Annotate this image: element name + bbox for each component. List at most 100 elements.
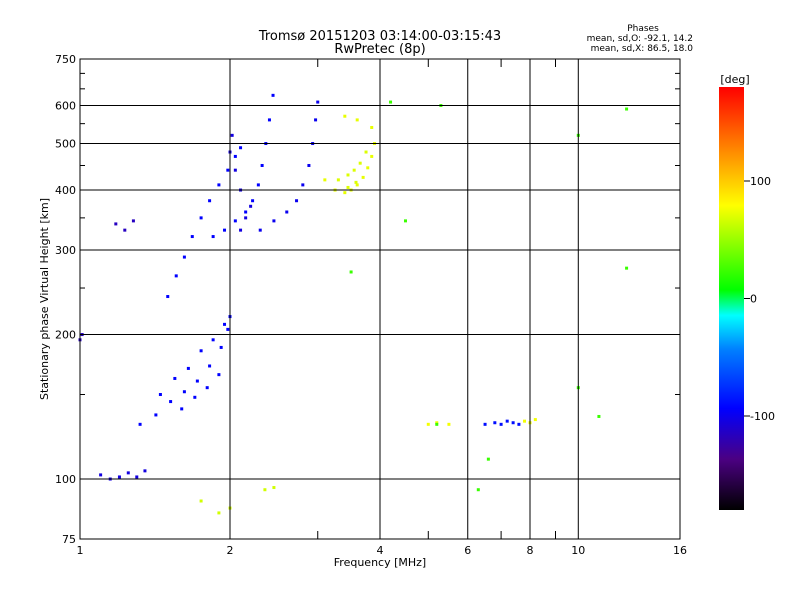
data-point (314, 118, 318, 122)
data-point (435, 422, 439, 426)
data-point (435, 421, 439, 425)
data-point (223, 322, 227, 326)
colorbar-tick-label: -100 (750, 410, 775, 423)
data-point (219, 345, 223, 349)
data-point (307, 163, 311, 167)
data-point (199, 349, 203, 353)
chart-subtitle: RwPretec (8p) (334, 42, 425, 57)
data-point (511, 421, 515, 425)
data-points (78, 93, 629, 515)
y-tick-label: 750 (55, 53, 76, 66)
data-point (233, 219, 237, 223)
x-tick-label: 16 (673, 544, 687, 557)
chart-title: Tromsø 20151203 03:14:00-03:15:43 (258, 29, 501, 44)
data-point (523, 419, 527, 423)
data-point (349, 270, 353, 274)
data-point (370, 125, 374, 129)
x-tick-label: 4 (377, 544, 384, 557)
data-point (223, 228, 227, 232)
data-point (233, 154, 237, 158)
data-point (447, 422, 451, 426)
data-point (358, 161, 362, 165)
data-point (244, 210, 248, 214)
data-point (226, 168, 230, 172)
data-point (272, 486, 276, 490)
data-point (364, 150, 368, 154)
data-point (301, 183, 305, 187)
data-point (182, 255, 186, 259)
data-point (230, 133, 234, 137)
data-point (316, 100, 320, 104)
data-point (114, 222, 118, 226)
y-tick-label: 500 (55, 138, 76, 151)
data-point (135, 475, 139, 479)
y-tick-label: 75 (62, 533, 76, 546)
data-point (205, 386, 209, 390)
data-point (233, 168, 237, 172)
stats-x-mode: mean, sd,X: 86.5, 18.0 (591, 44, 694, 54)
data-point (251, 199, 255, 203)
data-point (336, 178, 340, 182)
grid-lines (80, 59, 680, 539)
data-point (295, 199, 299, 203)
data-point (499, 422, 503, 426)
data-point (158, 393, 162, 397)
data-point (174, 274, 178, 278)
colorbar-tick-label: 0 (750, 293, 757, 306)
data-point (190, 235, 194, 239)
x-tick-label: 2 (227, 544, 234, 557)
data-point (625, 107, 629, 111)
data-point (486, 457, 490, 461)
y-tick-label: 100 (55, 473, 76, 486)
y-axis-label: Stationary phase Virtual Height [km] (38, 198, 51, 400)
data-point (366, 166, 370, 170)
data-point (239, 146, 243, 150)
data-point (267, 118, 271, 122)
data-point (271, 93, 275, 97)
x-tick-label: 1 (77, 544, 84, 557)
data-point (533, 418, 537, 422)
data-point (166, 295, 170, 299)
data-point (272, 219, 276, 223)
data-point (352, 168, 356, 172)
x-tick-label: 6 (464, 544, 471, 557)
colorbar-ticks: 100 0 -100 (744, 175, 775, 423)
data-point (354, 180, 358, 184)
y-tick-label: 600 (55, 100, 76, 113)
x-axis-ticks: 1 2 4 6 8 10 16 (77, 59, 687, 557)
data-point (143, 469, 147, 473)
data-point (208, 364, 212, 368)
data-point (517, 422, 521, 426)
y-tick-label: 400 (55, 184, 76, 197)
plot-frame (79, 58, 681, 540)
data-point (355, 183, 359, 187)
y-tick-label: 300 (55, 244, 76, 257)
data-point (426, 422, 430, 426)
data-point (258, 228, 262, 232)
data-point (343, 114, 347, 118)
data-point (361, 175, 365, 179)
data-point (173, 376, 177, 380)
data-point (186, 366, 190, 370)
data-point (211, 235, 215, 239)
data-point (389, 100, 393, 104)
data-point (131, 219, 135, 223)
data-point (217, 183, 221, 187)
data-point (211, 338, 215, 342)
data-point (239, 228, 243, 232)
data-point (249, 204, 253, 208)
data-point (99, 473, 103, 477)
data-point (217, 511, 221, 515)
data-point (263, 488, 267, 492)
data-point (154, 413, 158, 417)
data-point (199, 216, 203, 220)
data-point (597, 414, 601, 418)
data-point (346, 185, 350, 189)
data-point (244, 216, 248, 220)
data-point (193, 395, 197, 399)
colorbar (719, 87, 744, 510)
data-point (123, 228, 127, 232)
data-point (180, 407, 184, 411)
data-point (208, 199, 212, 203)
